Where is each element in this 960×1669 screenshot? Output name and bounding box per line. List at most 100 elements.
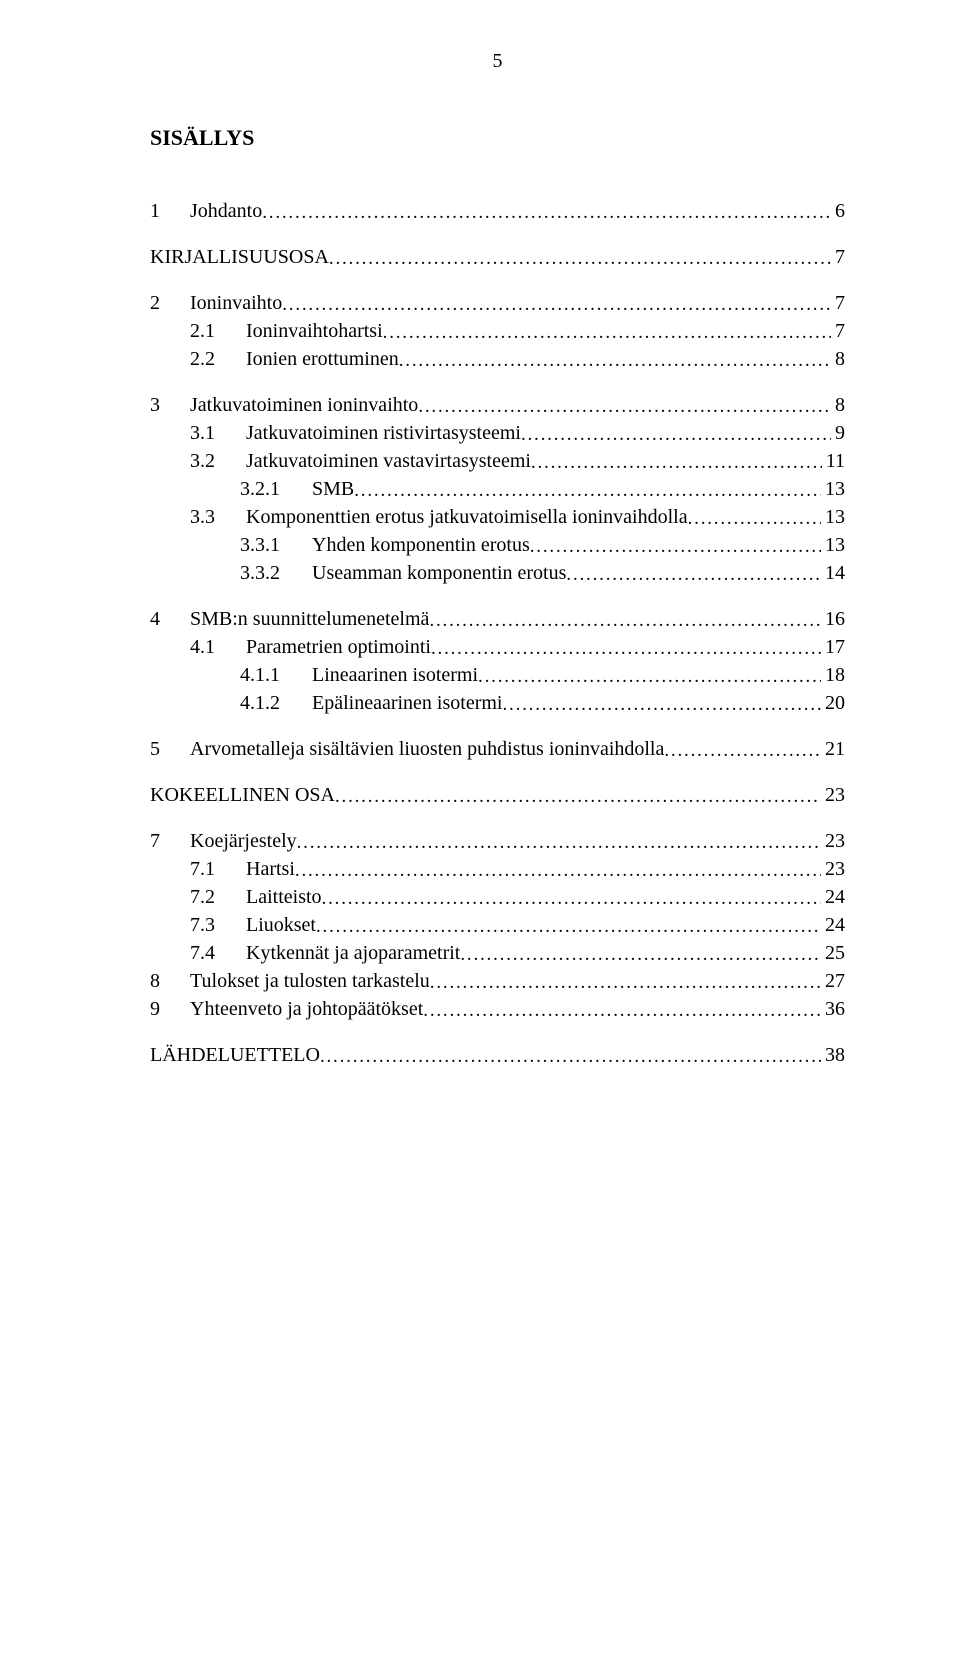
toc-entry: 7.3Liuokset24	[150, 915, 845, 935]
toc-entry-page: 20	[821, 693, 845, 713]
toc-entry-label: Yhden komponentin erotus	[312, 535, 530, 555]
toc-entry-page: 27	[821, 971, 845, 991]
toc-entry: 4.1.2Epälineaarinen isotermi 20	[150, 693, 845, 713]
toc-entry-number: 2.2	[190, 349, 246, 369]
toc-entry-page: 21	[821, 739, 845, 759]
toc-leader-dots	[478, 667, 821, 686]
toc-leader-dots	[460, 945, 821, 964]
toc-leader-dots	[399, 351, 831, 370]
toc-entry-page: 8	[831, 395, 845, 415]
toc-entry-label: Ionien erottuminen	[246, 349, 399, 369]
toc-entry-label: Ioninvaihtohartsi	[246, 321, 383, 341]
toc-entry: KIRJALLISUUSOSA 7	[150, 247, 845, 267]
toc-entry-label: Komponenttien erotus jatkuvatoimisella i…	[246, 507, 688, 527]
toc-leader-dots	[262, 203, 831, 222]
toc-entry-page: 18	[821, 665, 845, 685]
toc-leader-dots	[322, 889, 821, 908]
toc-entry-page: 25	[821, 943, 845, 963]
toc-entry-number: 3	[150, 395, 190, 415]
toc-entry-label: KOKEELLINEN OSA	[150, 785, 335, 805]
toc-entry: LÄHDELUETTELO38	[150, 1045, 845, 1065]
toc-entry-number: 3.3.2	[240, 563, 312, 583]
toc-entry-number: 2	[150, 293, 190, 313]
toc-entry-number: 3.3.1	[240, 535, 312, 555]
toc-entry-page: 23	[821, 859, 845, 879]
toc-entry: 8Tulokset ja tulosten tarkastelu27	[150, 971, 845, 991]
toc-entry-number: 2.1	[190, 321, 246, 341]
toc-leader-dots	[431, 639, 821, 658]
toc-leader-dots	[282, 295, 831, 314]
toc-entry-label: SMB	[312, 479, 354, 499]
toc-leader-dots	[354, 481, 821, 500]
toc-entry: 3.2.1SMB 13	[150, 479, 845, 499]
table-of-contents: 1Johdanto6KIRJALLISUUSOSA72Ioninvaihto72…	[150, 201, 845, 1065]
document-page: 5 SISÄLLYS 1Johdanto6KIRJALLISUUSOSA72Io…	[0, 0, 960, 1669]
toc-entry-number: 4	[150, 609, 190, 629]
toc-entry-number: 7.4	[190, 943, 246, 963]
toc-entry-label: Epälineaarinen isotermi	[312, 693, 502, 713]
toc-entry: KOKEELLINEN OSA23	[150, 785, 845, 805]
toc-entry-number: 1	[150, 201, 190, 221]
toc-leader-dots	[320, 1047, 821, 1066]
toc-leader-dots	[423, 1001, 821, 1020]
toc-entry: 7.2Laitteisto24	[150, 887, 845, 907]
toc-leader-dots	[429, 611, 821, 630]
toc-entry-label: Liuokset	[246, 915, 316, 935]
page-title: SISÄLLYS	[150, 125, 845, 151]
toc-entry-page: 13	[821, 535, 845, 555]
toc-entry: 2.1Ioninvaihtohartsi 7	[150, 321, 845, 341]
toc-entry: 4SMB:n suunnittelumenetelmä16	[150, 609, 845, 629]
toc-entry: 9Yhteenveto ja johtopäätökset36	[150, 999, 845, 1019]
toc-entry-label: Hartsi	[246, 859, 295, 879]
toc-entry-page: 14	[821, 563, 845, 583]
toc-leader-dots	[664, 741, 821, 760]
toc-entry-number: 8	[150, 971, 190, 991]
toc-leader-dots	[297, 833, 821, 852]
toc-leader-dots	[430, 973, 821, 992]
toc-entry-number: 3.2.1	[240, 479, 312, 499]
toc-entry: 4.1Parametrien optimointi 17	[150, 637, 845, 657]
toc-leader-dots	[316, 917, 821, 936]
toc-entry-label: Parametrien optimointi	[246, 637, 431, 657]
toc-entry-page: 7	[831, 321, 845, 341]
toc-entry-number: 4.1.2	[240, 693, 312, 713]
toc-leader-dots	[521, 425, 831, 444]
toc-entry: 2Ioninvaihto7	[150, 293, 845, 313]
toc-entry-page: 13	[821, 507, 845, 527]
toc-entry-label: Useamman komponentin erotus	[312, 563, 566, 583]
toc-leader-dots	[566, 565, 821, 584]
page-number-top: 5	[150, 50, 845, 73]
toc-entry: 3.3.2Useamman komponentin erotus 14	[150, 563, 845, 583]
toc-entry-label: Jatkuvatoiminen ioninvaihto	[190, 395, 418, 415]
toc-entry-label: Koejärjestely	[190, 831, 297, 851]
toc-entry-label: Laitteisto	[246, 887, 322, 907]
toc-entry-page: 24	[821, 887, 845, 907]
toc-entry-number: 4.1	[190, 637, 246, 657]
toc-entry-number: 7.1	[190, 859, 246, 879]
toc-entry-number: 5	[150, 739, 190, 759]
toc-leader-dots	[688, 509, 821, 528]
toc-leader-dots	[295, 861, 821, 880]
toc-entry: 3.2Jatkuvatoiminen vastavirtasysteemi11	[150, 451, 845, 471]
toc-entry-page: 23	[821, 831, 845, 851]
toc-entry-page: 17	[821, 637, 845, 657]
toc-entry: 3.1Jatkuvatoiminen ristivirtasysteemi9	[150, 423, 845, 443]
toc-entry-number: 3.2	[190, 451, 246, 471]
toc-entry-number: 3.3	[190, 507, 246, 527]
toc-entry-page: 7	[831, 247, 845, 267]
toc-entry-page: 13	[821, 479, 845, 499]
toc-entry: 7.4Kytkennät ja ajoparametrit 25	[150, 943, 845, 963]
toc-entry-label: Jatkuvatoiminen ristivirtasysteemi	[246, 423, 521, 443]
toc-entry-label: Johdanto	[190, 201, 262, 221]
toc-entry-label: Kytkennät ja ajoparametrit	[246, 943, 460, 963]
toc-leader-dots	[531, 453, 822, 472]
toc-entry: 1Johdanto 6	[150, 201, 845, 221]
toc-entry-page: 9	[831, 423, 845, 443]
toc-entry: 3Jatkuvatoiminen ioninvaihto 8	[150, 395, 845, 415]
toc-leader-dots	[418, 397, 831, 416]
toc-entry: 7Koejärjestely23	[150, 831, 845, 851]
toc-entry-label: KIRJALLISUUSOSA	[150, 247, 329, 267]
toc-entry-page: 6	[831, 201, 845, 221]
toc-entry: 3.3.1Yhden komponentin erotus 13	[150, 535, 845, 555]
toc-entry-label: LÄHDELUETTELO	[150, 1045, 320, 1065]
